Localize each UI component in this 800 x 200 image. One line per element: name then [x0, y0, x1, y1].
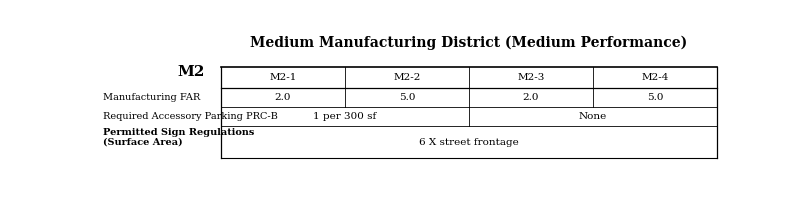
- Text: 1 per 300 sf: 1 per 300 sf: [314, 112, 377, 121]
- Text: Required Accessory Parking PRC-B: Required Accessory Parking PRC-B: [103, 112, 278, 121]
- Text: 2.0: 2.0: [522, 93, 539, 102]
- Text: Permitted Sign Regulations: Permitted Sign Regulations: [103, 128, 254, 137]
- Text: M2-2: M2-2: [394, 73, 421, 82]
- Text: 5.0: 5.0: [646, 93, 663, 102]
- Text: None: None: [578, 112, 607, 121]
- Text: M2-4: M2-4: [642, 73, 669, 82]
- Text: M2: M2: [178, 65, 205, 79]
- Text: Manufacturing FAR: Manufacturing FAR: [103, 93, 200, 102]
- Text: 6 X street frontage: 6 X street frontage: [419, 138, 518, 147]
- Text: (Surface Area): (Surface Area): [103, 137, 182, 146]
- Text: 2.0: 2.0: [274, 93, 291, 102]
- Text: 5.0: 5.0: [398, 93, 415, 102]
- Text: M2-3: M2-3: [518, 73, 545, 82]
- Text: M2-1: M2-1: [270, 73, 297, 82]
- Text: Medium Manufacturing District (Medium Performance): Medium Manufacturing District (Medium Pe…: [250, 35, 687, 50]
